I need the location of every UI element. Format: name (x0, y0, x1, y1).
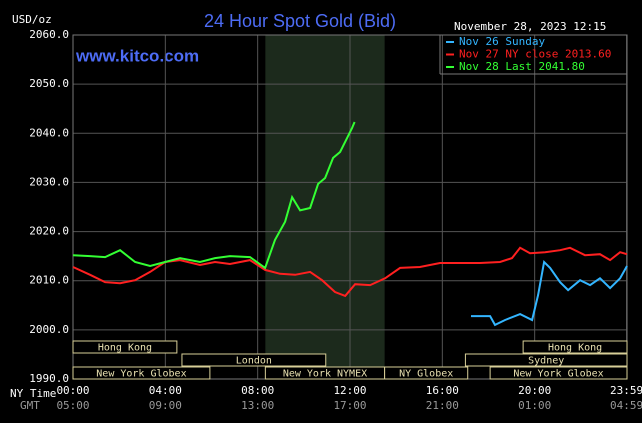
x-tick-label: 16:00 (426, 384, 459, 397)
x-tick-label: 20:00 (518, 384, 551, 397)
gmt-tick-label: 05:00 (56, 399, 89, 412)
price-line (471, 259, 628, 327)
session-bar (181, 353, 327, 367)
session-label: Sydney (528, 356, 564, 367)
session-bar (72, 340, 178, 354)
x-tick-label: 04:00 (149, 384, 182, 397)
x-tick-label: 00:00 (56, 384, 89, 397)
session-label: Hong Kong (98, 343, 152, 354)
chart-title: 24 Hour Spot Gold (Bid) (204, 11, 396, 31)
x-tick-label: 12:00 (333, 384, 366, 397)
x-tick-label: 23:59 (610, 384, 642, 397)
legend-entry: Nov 26 Sunday (459, 35, 545, 48)
y-tick-label: 2060.0 (29, 28, 69, 41)
price-line (72, 121, 356, 270)
gmt-tick-label: 04:59 (610, 399, 642, 412)
x2-axis-label: GMT (20, 399, 40, 412)
shaded-region (265, 35, 385, 379)
session-label: New York Globex (96, 369, 186, 380)
y-tick-label: 1990.0 (29, 372, 69, 385)
gmt-tick-label: 01:00 (518, 399, 551, 412)
gmt-tick-label: 09:00 (149, 399, 182, 412)
session-label: London (236, 356, 272, 367)
gmt-tick-label: 21:00 (426, 399, 459, 412)
session-label: NY Globex (399, 369, 453, 380)
y-tick-label: 2000.0 (29, 323, 69, 336)
gmt-tick-label: 17:00 (333, 399, 366, 412)
session-label: New York NYMEX (283, 369, 367, 380)
y-tick-label: 2030.0 (29, 175, 69, 188)
legend-entry: Nov 28 Last 2041.80 (459, 60, 585, 73)
y-tick-label: 2040.0 (29, 126, 69, 139)
session-bar (464, 353, 628, 367)
y-unit-label: USD/oz (12, 13, 52, 26)
session-bar (522, 340, 628, 354)
timestamp: November 28, 2023 12:15 (454, 20, 606, 33)
x-axis-label: NY Time (10, 387, 56, 400)
session-bar (384, 366, 469, 380)
gmt-tick-label: 13:00 (241, 399, 274, 412)
session-bar (72, 366, 211, 380)
session-label: Hong Kong (548, 343, 602, 354)
session-label: New York Globex (513, 369, 603, 380)
legend-entry: Nov 27 NY close 2013.60 (459, 48, 611, 61)
website: www.kitco.com (75, 46, 199, 65)
y-tick-label: 2010.0 (29, 274, 69, 287)
y-tick-label: 2020.0 (29, 225, 69, 238)
y-tick-label: 2050.0 (29, 77, 69, 90)
session-bar (489, 366, 628, 380)
x-tick-label: 08:00 (241, 384, 274, 397)
